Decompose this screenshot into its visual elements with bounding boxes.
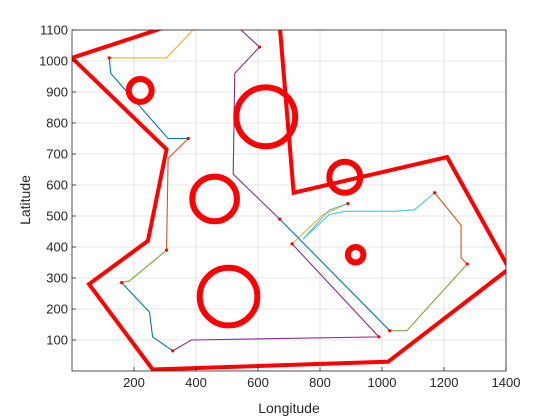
path-segment xyxy=(232,30,281,220)
waypoint-marker xyxy=(346,202,350,206)
obstacle-circle xyxy=(233,84,299,150)
y-tick-label: 200 xyxy=(46,302,68,317)
y-tick-label: 1000 xyxy=(39,54,68,69)
x-tick-label: 200 xyxy=(123,375,145,390)
waypoint-marker xyxy=(257,45,262,49)
obstacle-circle xyxy=(125,75,155,105)
x-axis-label: Longitude xyxy=(258,400,320,416)
path-segment xyxy=(434,192,468,265)
y-tick-label: 600 xyxy=(46,178,68,193)
waypoint-marker xyxy=(433,191,437,195)
x-tick-label: 600 xyxy=(247,375,269,390)
y-axis-label: Latitude xyxy=(17,175,33,225)
y-tick-label: 300 xyxy=(46,271,68,286)
path-segment xyxy=(121,282,174,352)
waypoint-marker xyxy=(164,248,169,252)
path-segment xyxy=(172,243,381,352)
plot-area-background xyxy=(72,30,506,371)
waypoint-marker xyxy=(120,281,124,285)
x-tick-label: 1400 xyxy=(492,375,521,390)
path-segment xyxy=(279,218,391,332)
path-segment xyxy=(166,138,189,251)
path-segment xyxy=(291,203,349,245)
x-tick-label: 1000 xyxy=(368,375,397,390)
waypoint-marker xyxy=(186,136,190,141)
x-tick-label: 800 xyxy=(309,375,331,390)
waypoint-marker xyxy=(388,329,392,333)
path-segment xyxy=(108,57,189,140)
waypoint-marker xyxy=(107,56,111,60)
x-tick-label: 1200 xyxy=(430,375,459,390)
boundary-polygon xyxy=(72,30,506,371)
waypoint-marker xyxy=(290,242,294,246)
y-tick-label: 800 xyxy=(46,116,68,131)
plot-content xyxy=(72,30,506,371)
y-tick-label: 500 xyxy=(46,209,68,224)
path-segment xyxy=(109,30,194,59)
y-tick-label: 900 xyxy=(46,85,68,100)
x-tick-label: 400 xyxy=(185,375,207,390)
waypoint-marker xyxy=(171,349,175,353)
obstacle-circle xyxy=(344,244,367,266)
path-segment xyxy=(389,263,468,332)
obstacle-circle xyxy=(196,264,261,329)
y-tick-label: 400 xyxy=(46,240,68,255)
waypoint-marker xyxy=(194,30,195,31)
axes-box xyxy=(71,29,507,372)
path-segment xyxy=(121,249,167,284)
path-segment xyxy=(302,192,436,240)
waypoint-marker xyxy=(278,217,282,221)
waypoint-marker xyxy=(465,262,469,266)
obstacle-circle xyxy=(326,158,364,196)
obstacle-circle xyxy=(189,173,240,225)
y-tick-label: 1100 xyxy=(40,23,68,38)
y-tick-label: 100 xyxy=(46,333,68,348)
path-segment xyxy=(302,203,349,240)
axis-ticks: 200 400 600 800 1000 1200 1400 100 200 300 400 500 6… xyxy=(39,23,520,391)
y-tick-label: 700 xyxy=(46,147,68,162)
waypoint-marker xyxy=(377,335,381,339)
